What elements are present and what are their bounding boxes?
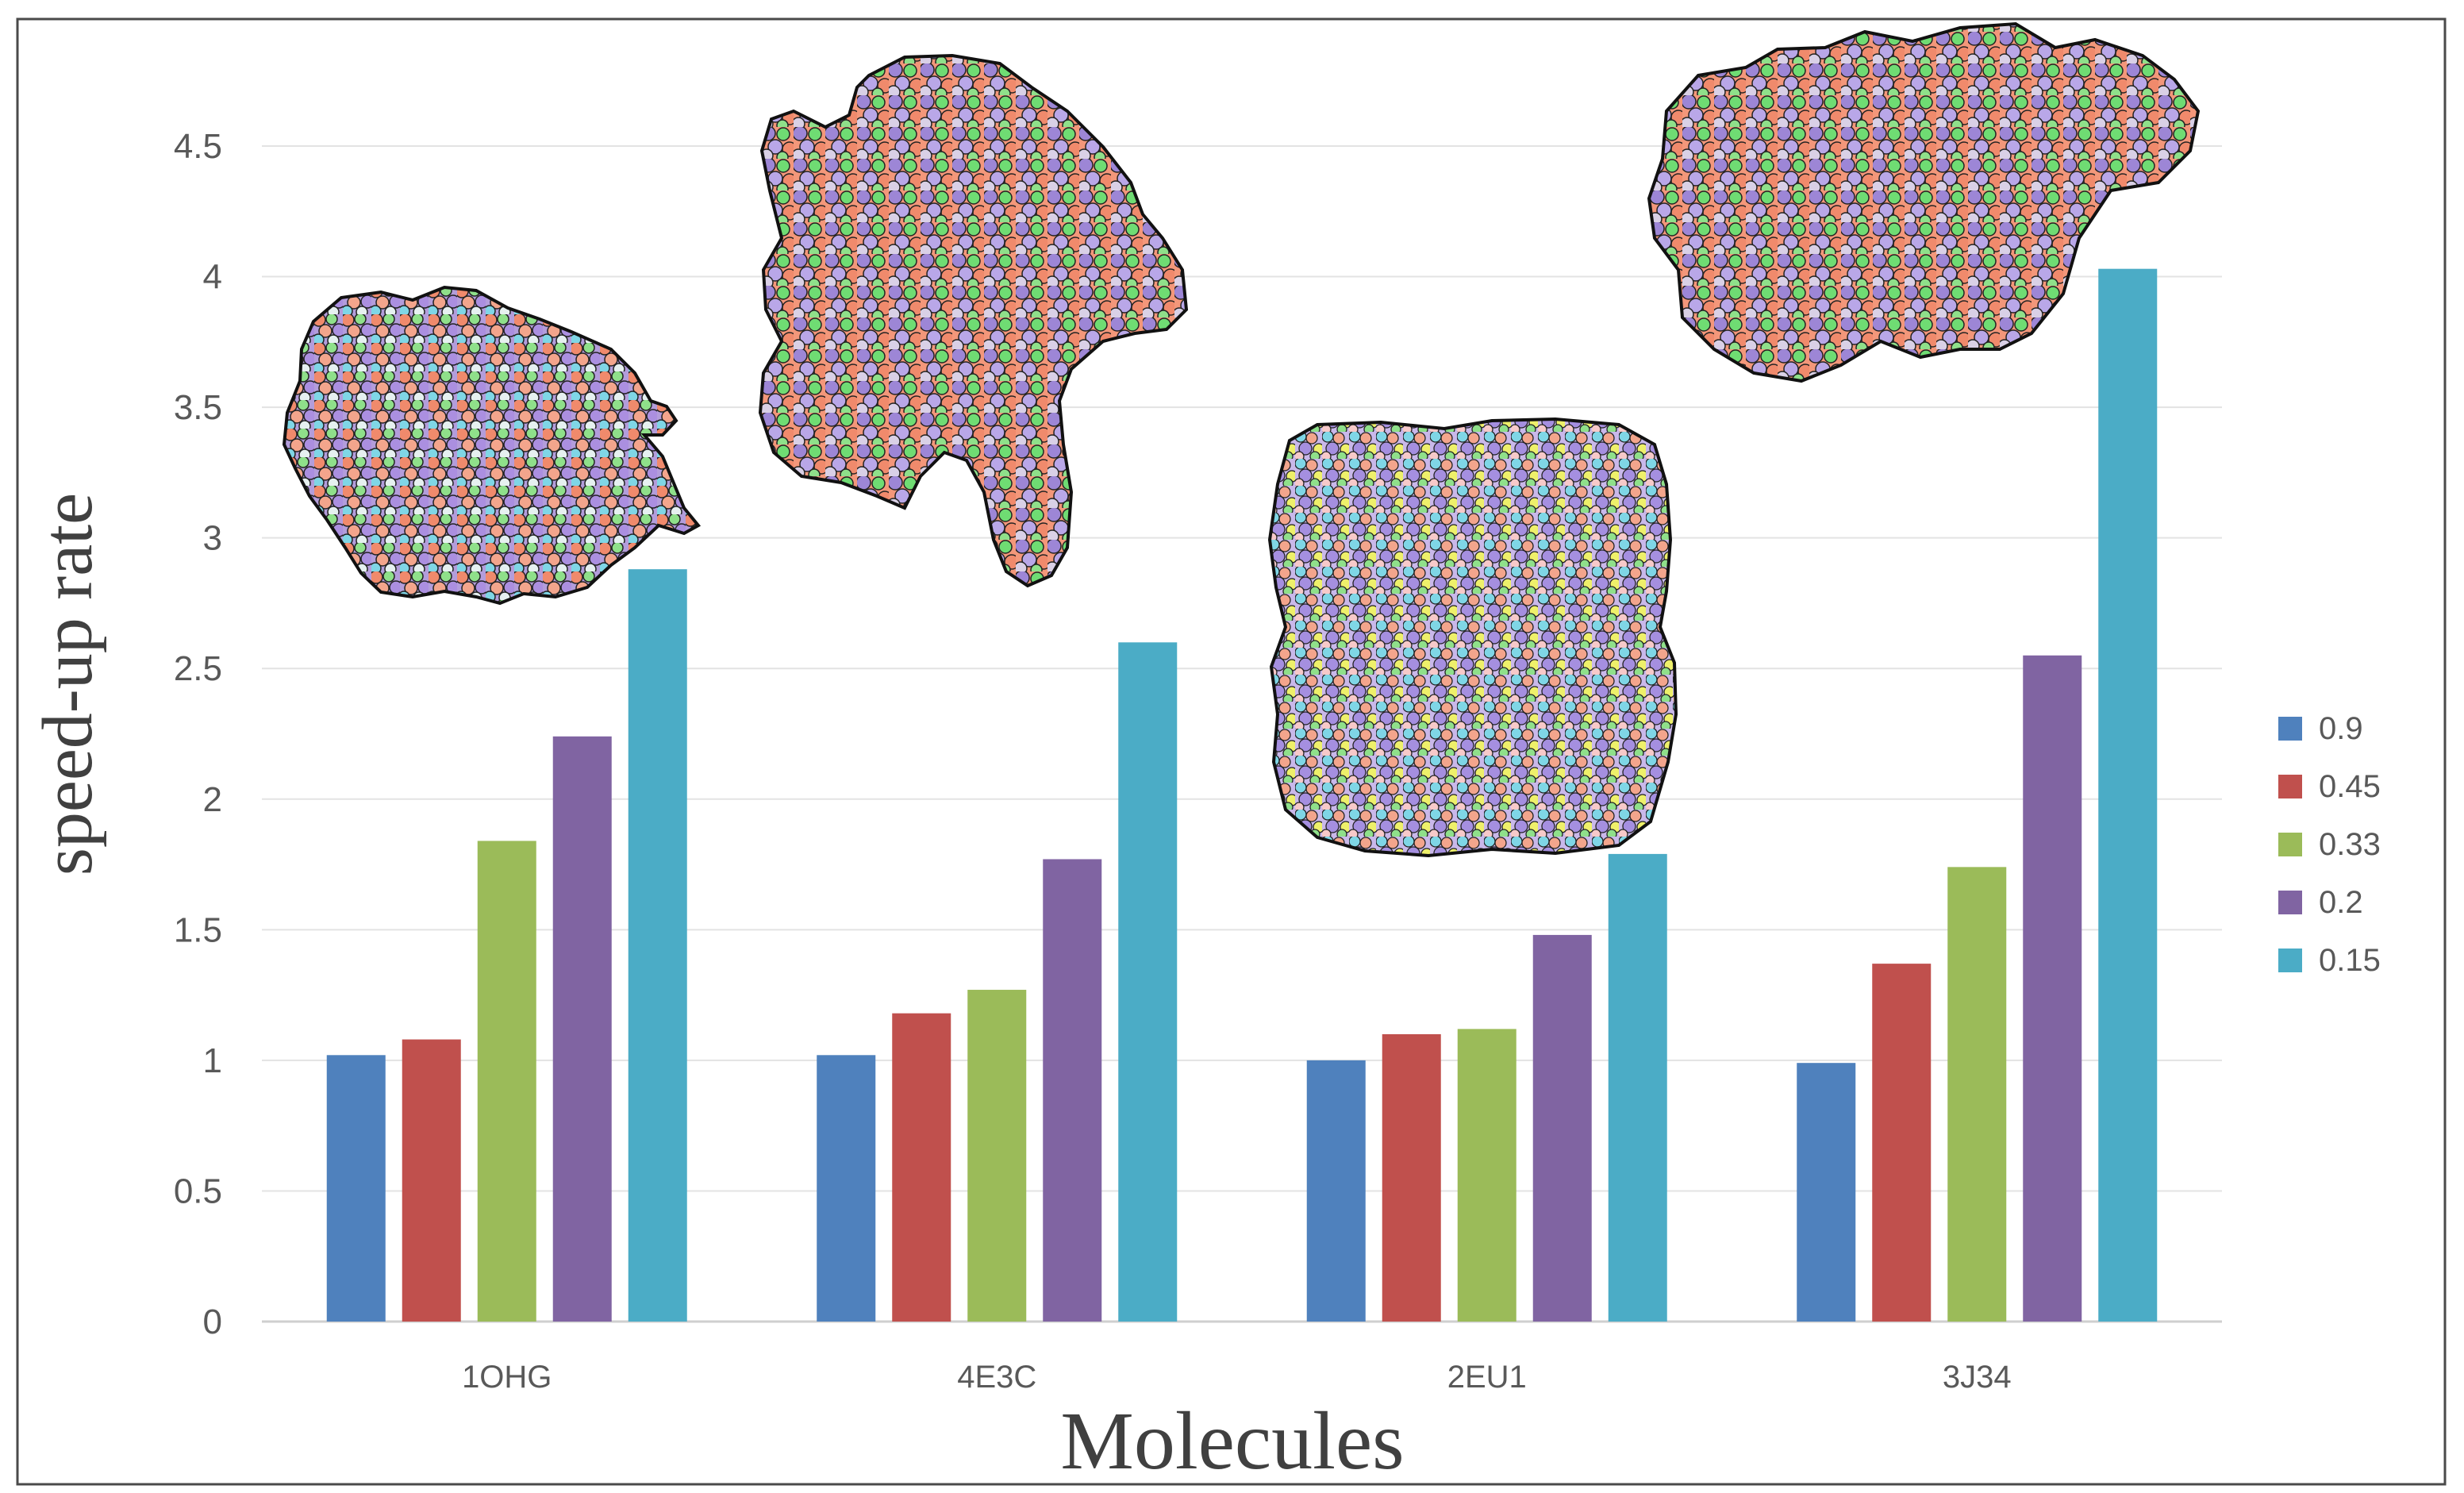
bar-4E3C-0.45 (892, 1013, 951, 1322)
bar-3J34-0.9 (1797, 1063, 1856, 1322)
y-tick-label: 3 (203, 519, 222, 558)
bars: 1OHG 4E3C 2EU1 3J34 (326, 268, 2158, 1395)
y-tick-label: 0 (203, 1303, 222, 1341)
bar-1OHG-0.9 (326, 1055, 386, 1322)
molecule-images (282, 21, 2201, 858)
molecule-image-1OHG (282, 285, 702, 606)
bar-3J34-0.45 (1872, 964, 1932, 1322)
x-tick-label: 3J34 (1943, 1360, 2012, 1395)
bar-2EU1-0.15 (1608, 853, 1667, 1322)
bar-1OHG-0.45 (402, 1039, 461, 1322)
bar-4E3C-0.15 (1118, 642, 1178, 1322)
bar-3J34-0.2 (2023, 655, 2082, 1322)
y-tick-label: 1 (203, 1041, 222, 1080)
x-tick-label: 4E3C (957, 1360, 1036, 1395)
molecule-image-4E3C (758, 53, 1189, 588)
bar-4E3C-0.2 (1043, 859, 1102, 1322)
bar-4E3C-0.33 (967, 990, 1027, 1322)
legend-label: 0.45 (2319, 769, 2381, 804)
y-tick-label: 2.5 (174, 649, 222, 688)
bar-4E3C-0.9 (817, 1055, 876, 1322)
y-tick-label: 3.5 (174, 388, 222, 427)
bar-1OHG-0.15 (628, 569, 687, 1322)
y-axis-title: speed-up rate (29, 493, 107, 875)
y-axis-ticks: 0 0.5 1 1.5 2 2.5 3 3.5 4 4.5 (174, 127, 222, 1341)
legend-label: 0.2 (2319, 885, 2363, 920)
molecule-image-3J34 (1647, 21, 2201, 383)
legend: 0.9 0.45 0.33 0.2 0.15 (2278, 711, 2381, 978)
legend-label: 0.9 (2319, 711, 2363, 746)
y-tick-label: 1.5 (174, 910, 222, 949)
x-tick-label: 1OHG (462, 1360, 552, 1395)
legend-swatch (2278, 949, 2302, 972)
legend-label: 0.15 (2319, 943, 2381, 978)
bar-3J34-0.33 (1947, 867, 2007, 1322)
y-tick-label: 4.5 (174, 127, 222, 166)
x-tick-label: 2EU1 (1447, 1360, 1527, 1395)
bar-1OHG-0.2 (552, 736, 612, 1322)
y-tick-label: 2 (203, 780, 222, 819)
bar-3J34-0.15 (2098, 268, 2158, 1322)
bar-1OHG-0.33 (477, 841, 536, 1322)
bar-2EU1-0.2 (1532, 934, 1592, 1322)
bar-2EU1-0.9 (1306, 1060, 1366, 1322)
y-tick-label: 0.5 (174, 1172, 222, 1210)
legend-swatch (2278, 891, 2302, 914)
legend-swatch (2278, 833, 2302, 856)
bar-2EU1-0.33 (1457, 1029, 1516, 1322)
y-tick-label: 4 (203, 258, 222, 297)
molecule-image-2EU1 (1267, 417, 1678, 858)
legend-swatch (2278, 775, 2302, 798)
bar-2EU1-0.45 (1382, 1033, 1441, 1322)
x-axis-title: Molecules (1060, 1395, 1404, 1487)
legend-swatch (2278, 717, 2302, 741)
legend-label: 0.33 (2319, 827, 2381, 862)
